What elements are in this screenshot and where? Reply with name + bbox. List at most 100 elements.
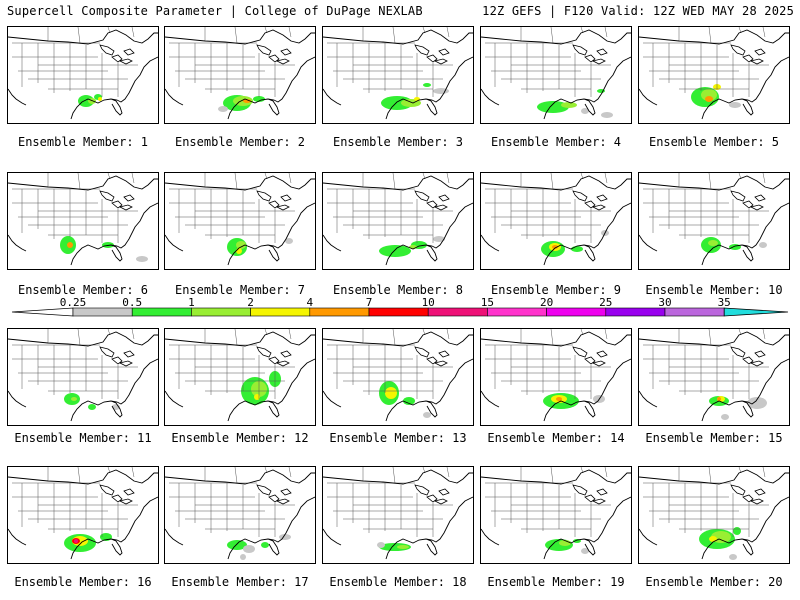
us-map (8, 329, 158, 422)
coastline (323, 469, 473, 560)
scp-shaded-area (240, 554, 246, 560)
us-map (8, 173, 158, 266)
ensemble-map-panel (7, 172, 159, 270)
scp-shaded-area (379, 245, 411, 257)
state-borders (643, 27, 769, 97)
scp-shaded-area (561, 102, 577, 108)
ensemble-map-panel (480, 26, 632, 124)
state-borders (169, 173, 295, 243)
ensemble-member-label: Ensemble Member: 1 (17, 135, 149, 149)
scp-shaded-area (556, 397, 562, 401)
state-borders (169, 467, 295, 537)
colorbar-tick-label: 25 (599, 296, 612, 309)
scp-shaded-area (285, 238, 293, 244)
ensemble-map-panel (480, 172, 632, 270)
scp-shaded-area (733, 527, 741, 535)
scp-shaded-area (581, 108, 589, 114)
ensemble-map-panel (322, 328, 474, 426)
scp-shaded-area (88, 404, 96, 410)
us-map (639, 329, 789, 422)
colorbar-segment (131, 307, 192, 317)
colorbar-tick-label: 2 (247, 296, 254, 309)
ensemble-map-panel (480, 328, 632, 426)
colorbar-tick-label: 4 (306, 296, 313, 309)
great-lakes (572, 346, 608, 367)
great-lakes (730, 190, 766, 211)
great-lakes (256, 190, 292, 211)
coastline (481, 331, 631, 422)
us-map (639, 173, 789, 266)
ensemble-member-label: Ensemble Member: 13 (329, 431, 467, 445)
state-borders (327, 467, 453, 537)
state-borders (485, 27, 611, 97)
ensemble-map-panel (164, 26, 316, 124)
coastline (481, 469, 631, 560)
ensemble-member-label: Ensemble Member: 16 (14, 575, 152, 589)
map-title: Supercell Composite Parameter | College … (7, 4, 423, 18)
us-map (165, 27, 315, 120)
state-borders (327, 329, 453, 399)
scp-shaded-area (729, 102, 741, 108)
ensemble-map-panel (7, 26, 159, 124)
state-borders (643, 329, 769, 399)
ensemble-member-label: Ensemble Member: 11 (14, 431, 152, 445)
colorbar-segment (605, 307, 666, 317)
great-lakes (99, 346, 135, 367)
colorbar-segment (72, 307, 133, 317)
scp-shaded-area (701, 89, 717, 101)
great-lakes (256, 346, 292, 367)
ensemble-map-panel (638, 26, 790, 124)
colorbar-tick-label: 7 (366, 296, 373, 309)
ensemble-member-label: Ensemble Member: 20 (645, 575, 783, 589)
colorbar-tick-label: 20 (540, 296, 553, 309)
ensemble-member-label: Ensemble Member: 7 (174, 283, 306, 297)
scp-shaded-area (729, 554, 737, 560)
us-map (323, 27, 473, 120)
great-lakes (256, 44, 292, 65)
scp-shaded-area (403, 397, 415, 405)
ensemble-member-label: Ensemble Member: 17 (171, 575, 309, 589)
scp-shaded-area (397, 545, 409, 549)
run-valid-time: 12Z GEFS | F120 Valid: 12Z WED MAY 28 20… (482, 4, 794, 18)
scp-shaded-area (377, 542, 385, 548)
great-lakes (414, 346, 450, 367)
colorbar-tick-label: 10 (422, 296, 435, 309)
state-borders (12, 173, 138, 243)
coastline (165, 331, 315, 422)
great-lakes (572, 484, 608, 505)
coastline (323, 175, 473, 266)
great-lakes (99, 484, 135, 505)
ensemble-map-panel (164, 328, 316, 426)
scp-shaded-area (74, 539, 78, 543)
ensemble-member-label: Ensemble Member: 9 (490, 283, 622, 297)
us-map (639, 27, 789, 120)
scp-shaded-area (552, 245, 558, 249)
scp-shaded-area (409, 245, 417, 249)
ensemble-map-panel (164, 466, 316, 564)
coastline (8, 469, 158, 560)
ensemble-member-label: Ensemble Member: 12 (171, 431, 309, 445)
colorbar-segment (427, 307, 488, 317)
us-map (639, 467, 789, 560)
state-borders (327, 173, 453, 243)
us-map (8, 27, 158, 120)
scp-shaded-area (433, 236, 445, 242)
ensemble-map-panel (638, 172, 790, 270)
scp-shaded-area (253, 96, 265, 102)
ensemble-member-label: Ensemble Member: 10 (645, 283, 783, 297)
us-map (481, 329, 631, 422)
coastline (639, 29, 789, 120)
us-map (481, 27, 631, 120)
great-lakes (730, 346, 766, 367)
scp-shaded-area (67, 242, 73, 248)
colorbar-tick-label: 30 (658, 296, 671, 309)
ensemble-member-label: Ensemble Member: 5 (648, 135, 780, 149)
scp-shaded-area (729, 244, 741, 250)
great-lakes (414, 190, 450, 211)
ensemble-member-label: Ensemble Member: 15 (645, 431, 783, 445)
colorbar-segment (191, 307, 251, 317)
ensemble-map-panel (322, 172, 474, 270)
ensemble-map-panel (322, 26, 474, 124)
ensemble-member-label: Ensemble Member: 14 (487, 431, 625, 445)
colorbar-tick-label: 35 (718, 296, 731, 309)
